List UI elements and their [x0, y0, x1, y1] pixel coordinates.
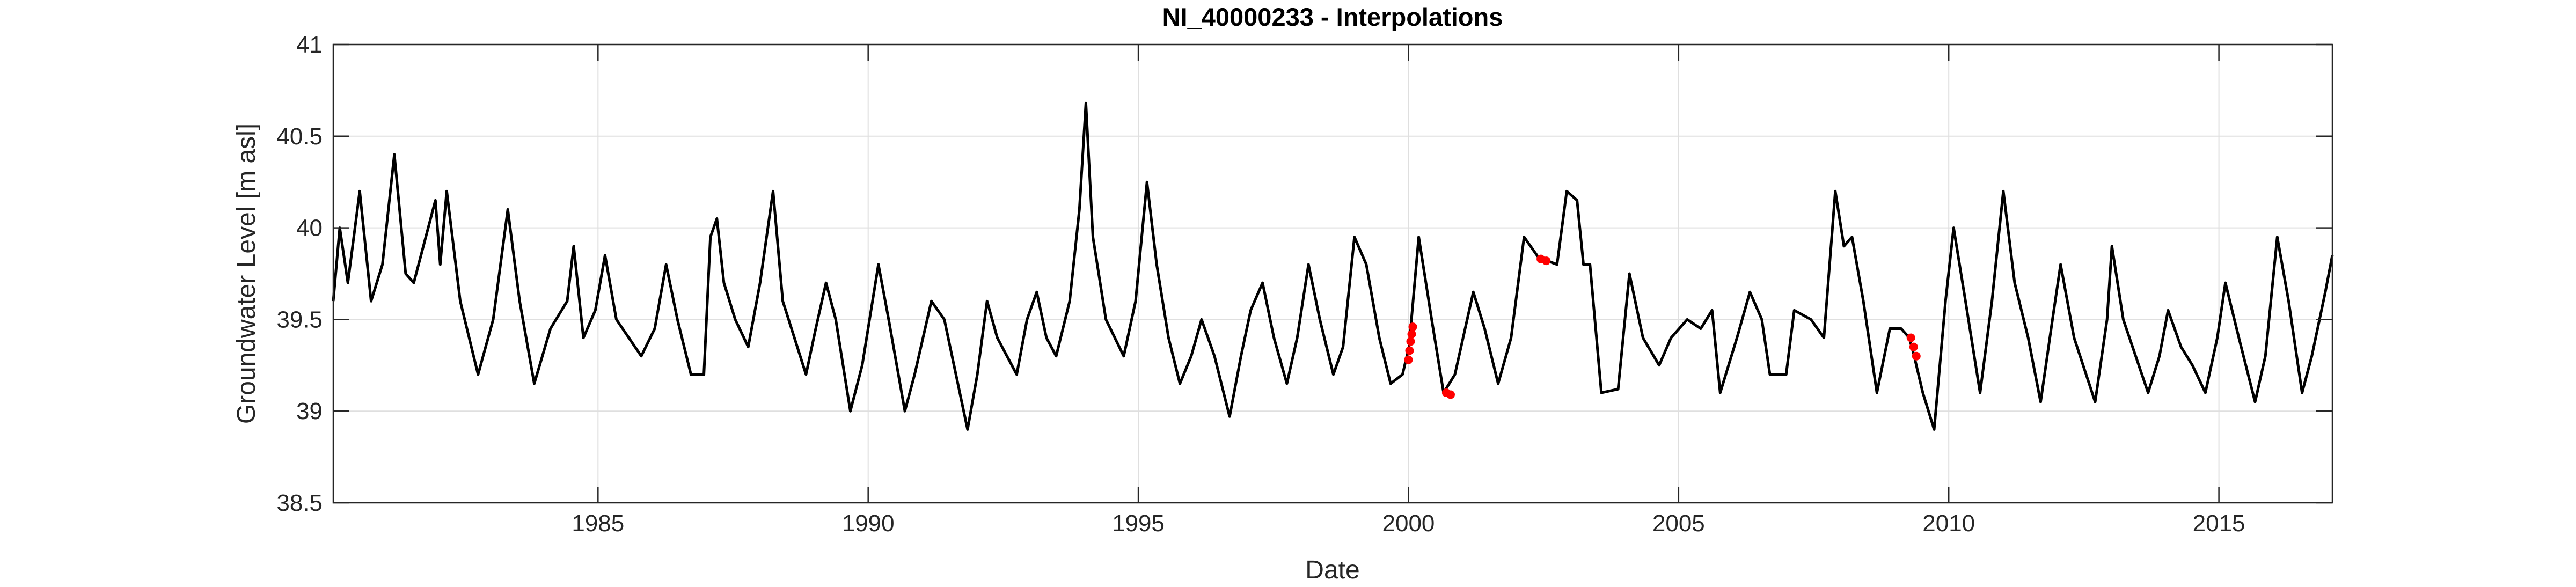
y-tick-label: 38.5	[276, 490, 323, 516]
x-tick-label: 2010	[1922, 510, 1975, 537]
y-tick-label: 41	[296, 32, 323, 58]
interpolated-point	[1912, 351, 1921, 361]
interpolated-point	[1906, 333, 1915, 342]
y-tick-label: 40	[296, 215, 323, 241]
y-axis-label: Groundwater Level [m asl]	[232, 123, 261, 424]
x-tick-label: 1990	[842, 510, 895, 537]
x-tick-label: 2005	[1652, 510, 1705, 537]
chart-title: NI_40000233 - Interpolations	[1162, 3, 1503, 31]
interpolated-point	[1404, 355, 1413, 364]
interpolated-point	[1909, 342, 1918, 351]
plot-area	[332, 101, 2334, 431]
axes-box	[332, 43, 2333, 504]
x-axis-label: Date	[1305, 556, 1359, 584]
y-tick-label: 40.5	[276, 123, 323, 150]
x-tick-label: 2015	[2193, 510, 2245, 537]
interpolated-point	[1405, 346, 1414, 355]
interpolated-point	[1406, 337, 1415, 346]
x-tick-label: 1985	[572, 510, 624, 537]
data-line	[332, 101, 2334, 431]
x-tick-label: 1995	[1112, 510, 1165, 537]
y-tick-label: 39	[296, 398, 323, 424]
interpolated-point	[1408, 322, 1417, 332]
interpolated-point	[1542, 256, 1551, 266]
interpolated-point	[1407, 329, 1416, 339]
x-tick-label: 2000	[1382, 510, 1435, 537]
interpolated-point	[1446, 390, 1455, 399]
y-tick-label: 39.5	[276, 306, 323, 333]
